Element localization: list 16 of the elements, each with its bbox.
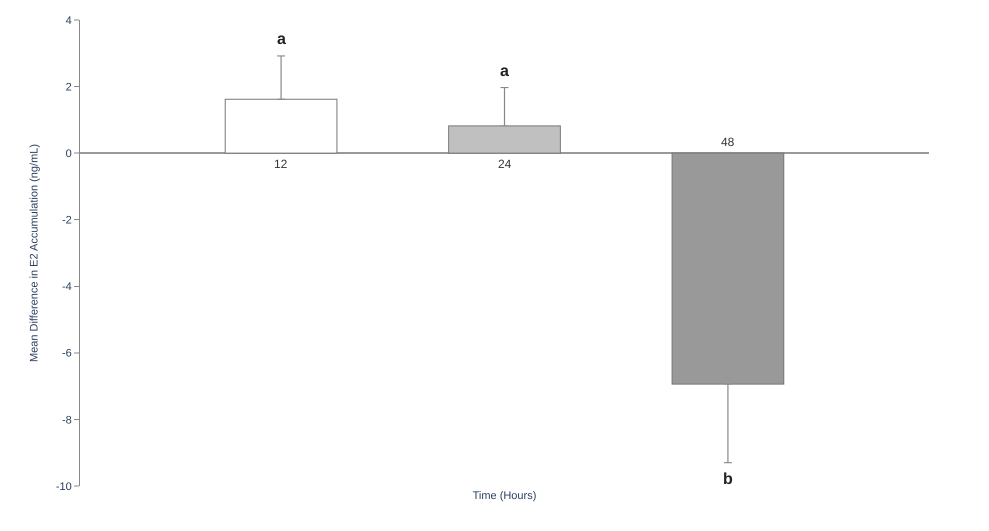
x-tick-label: 48 <box>721 135 735 149</box>
y-tick-label: 2 <box>66 81 72 94</box>
annotation: a <box>277 31 286 48</box>
x-tick-label: 12 <box>274 157 288 171</box>
y-tick-label: -6 <box>62 348 72 360</box>
y-axis-title: Mean Difference in E2 Accumulation (ng/mL) <box>28 144 41 362</box>
y-tick-label: -8 <box>62 414 72 426</box>
y-tick-label: -4 <box>62 281 72 294</box>
x-axis-title: Time (Hours) <box>472 490 536 502</box>
y-tick-label: 0 <box>66 148 72 160</box>
y-tick-label: -2 <box>62 214 72 227</box>
y-tick-label: -10 <box>56 480 72 493</box>
x-tick-label: 24 <box>498 157 512 171</box>
annotation: b <box>723 471 733 488</box>
y-tick-label: 4 <box>66 14 72 27</box>
annotation: a <box>500 63 509 80</box>
